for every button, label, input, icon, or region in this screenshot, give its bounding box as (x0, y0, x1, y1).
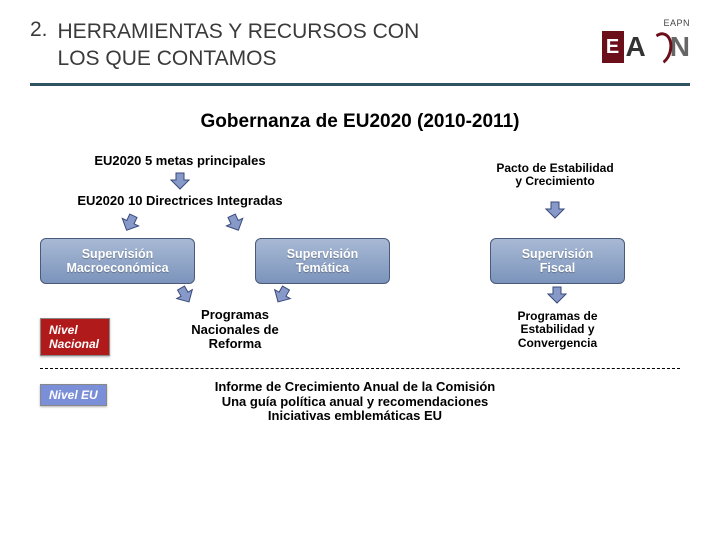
supervision-fiscal-box: Supervisión Fiscal (490, 238, 625, 284)
title-number: 2. (30, 18, 48, 42)
title-line1: HERRAMIENTAS Y RECURSOS CON (58, 18, 420, 45)
supervision-tematica-box: Supervisión Temática (255, 238, 390, 284)
programas-estabilidad: Programas de Estabilidad y Convergencia (480, 310, 635, 351)
nivel-eu-badge: Nivel EU (40, 384, 107, 406)
prog-est-l3: Convergencia (518, 336, 597, 350)
informe-l3: Iniciativas emblemáticas EU (268, 408, 442, 423)
logo-top-text: EAPN (663, 18, 690, 28)
prog-est-l1: Programas de (517, 309, 597, 323)
prog-nac-l2: Nacionales de (191, 322, 278, 337)
eapn-logo: EAPN E A N (602, 18, 690, 64)
prog-nac-l3: Reforma (209, 336, 262, 351)
sup-macro-l1: Supervisión (82, 247, 154, 261)
nivel-nacional-badge: Nivel Nacional (40, 318, 110, 356)
badge-nac-l2: Nacional (49, 337, 99, 351)
directrices-label: EU2020 10 Directrices Integradas (40, 194, 320, 209)
title-block: 2. HERRAMIENTAS Y RECURSOS CON LOS QUE C… (30, 18, 419, 73)
logo-swirl-icon (648, 30, 668, 64)
pacto-label: Pacto de Estabilidad y Crecimiento (460, 162, 650, 190)
sup-fiscal-l2: Fiscal (540, 261, 575, 275)
sup-macro-l2: Macroeconómica (66, 261, 168, 275)
supervision-macro-box: Supervisión Macroeconómica (40, 238, 195, 284)
logo-letter-n: N (670, 31, 690, 63)
slide-header: 2. HERRAMIENTAS Y RECURSOS CON LOS QUE C… (0, 0, 720, 83)
arrow-diag-right-icon (222, 210, 248, 235)
logo-letter-a: A (626, 31, 646, 63)
informe-l2: Una guía política anual y recomendacione… (222, 394, 489, 409)
sup-tema-l2: Temática (296, 261, 349, 275)
header-divider (30, 83, 690, 86)
title-text-wrap: HERRAMIENTAS Y RECURSOS CON LOS QUE CONT… (58, 18, 420, 73)
logo-row: E A N (602, 30, 690, 64)
pacto-l2: y Crecimiento (515, 174, 594, 188)
logo-letter-e: E (602, 31, 624, 63)
title-line2: LOS QUE CONTAMOS (58, 45, 420, 72)
arrow-diag-left-icon (117, 210, 143, 235)
arrow-down-fiscal-icon (547, 286, 567, 304)
badge-nac-l1: Nivel (49, 323, 78, 337)
arrow-down-icon (170, 172, 190, 190)
dashed-separator (40, 368, 680, 369)
prog-nac-l1: Programas (201, 307, 269, 322)
sup-fiscal-l1: Supervisión (522, 247, 594, 261)
pacto-l1: Pacto de Estabilidad (496, 161, 613, 175)
arrow-down-icon (545, 201, 565, 219)
prog-est-l2: Estabilidad y (520, 322, 594, 336)
governance-diagram: Gobernanza de EU2020 (2010-2011) EU2020 … (40, 96, 680, 516)
informe-l1: Informe de Crecimiento Anual de la Comis… (215, 379, 496, 394)
sup-tema-l1: Supervisión (287, 247, 359, 261)
arrow-merge-left-icon (172, 282, 198, 308)
diagram-title: Gobernanza de EU2020 (2010-2011) (40, 111, 680, 133)
arrow-merge-right-icon (269, 282, 295, 308)
metas-label: EU2020 5 metas principales (50, 154, 310, 169)
informe-comision: Informe de Crecimiento Anual de la Comis… (155, 380, 555, 425)
programas-nacionales: Programas Nacionales de Reforma (150, 308, 320, 353)
